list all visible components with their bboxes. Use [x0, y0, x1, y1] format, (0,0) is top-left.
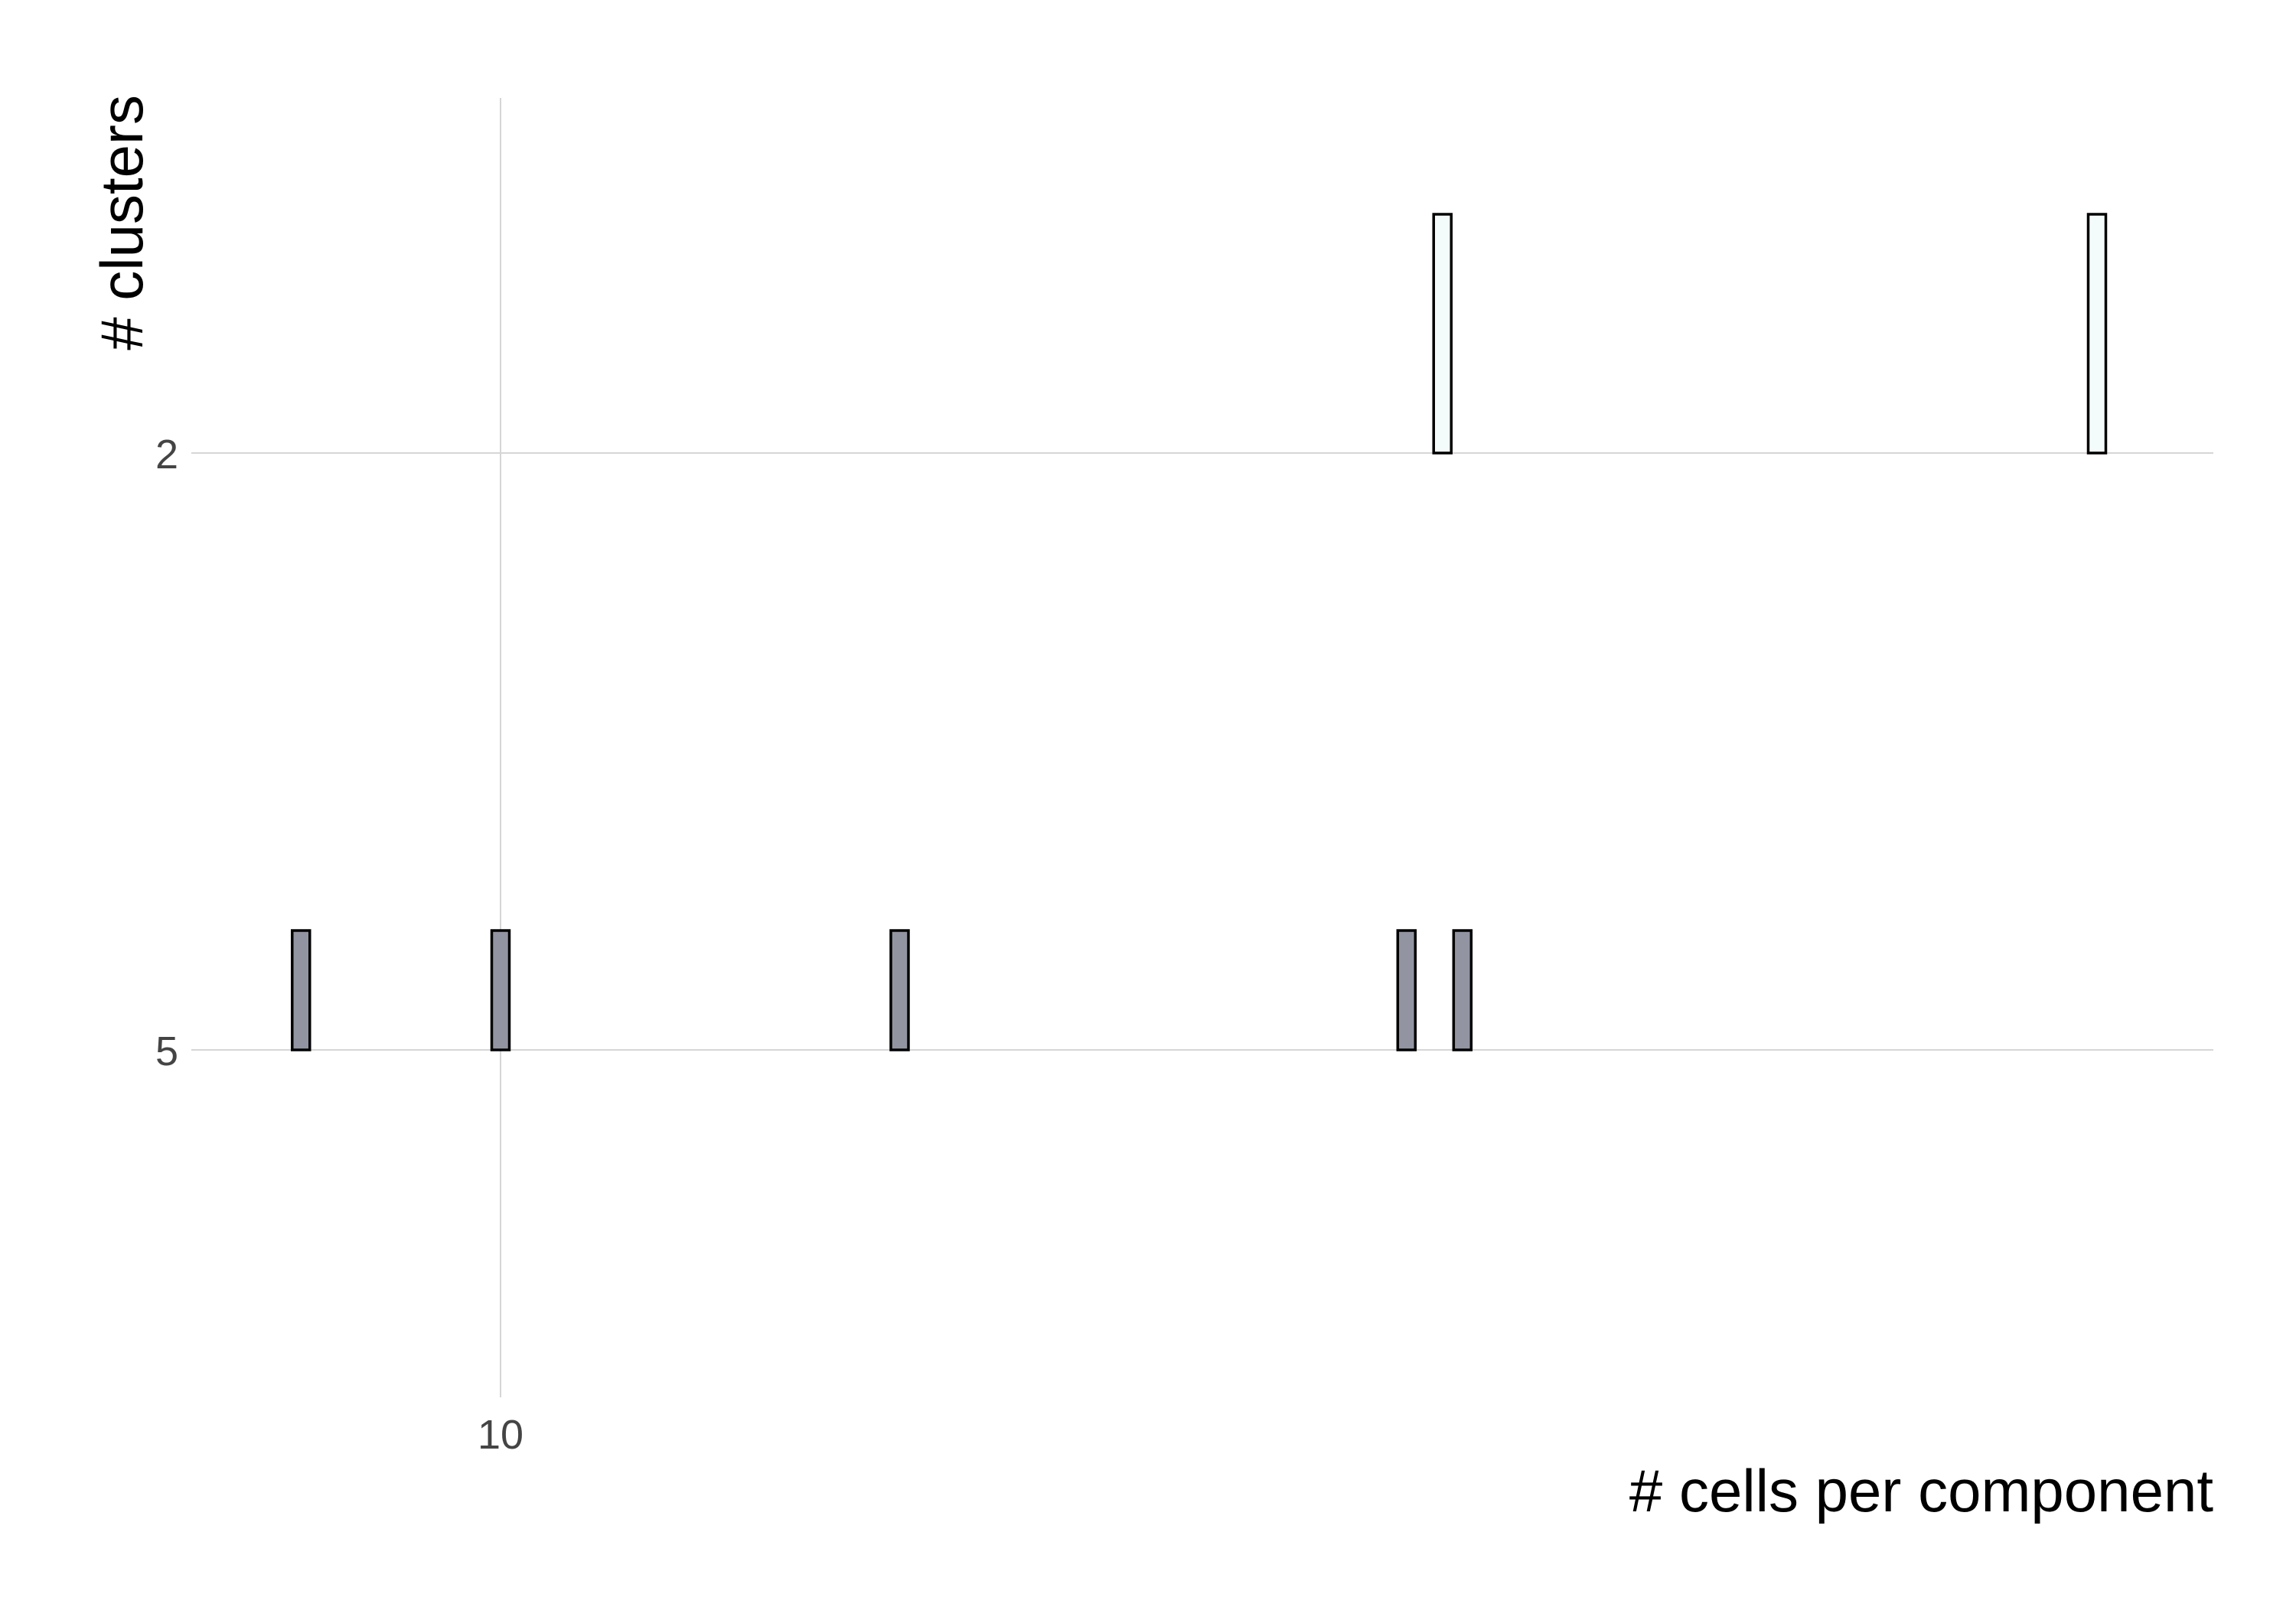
bar: [889, 929, 910, 1051]
x-tick-label: 10: [478, 1412, 523, 1458]
x-axis-title: # cells per component: [1629, 1457, 2213, 1524]
bar: [1432, 213, 1453, 455]
bar: [2086, 213, 2108, 455]
bar: [490, 929, 511, 1051]
bar: [291, 929, 311, 1051]
tick-labels: 2 5 10: [155, 432, 523, 1458]
bar: [1452, 929, 1473, 1051]
bar: [1396, 929, 1417, 1051]
y-tick-label: 2: [155, 432, 178, 478]
bars: [291, 213, 2108, 1051]
grid: [191, 98, 2213, 1397]
y-tick-label: 5: [155, 1028, 178, 1074]
y-axis-title: # clusters: [88, 95, 155, 350]
